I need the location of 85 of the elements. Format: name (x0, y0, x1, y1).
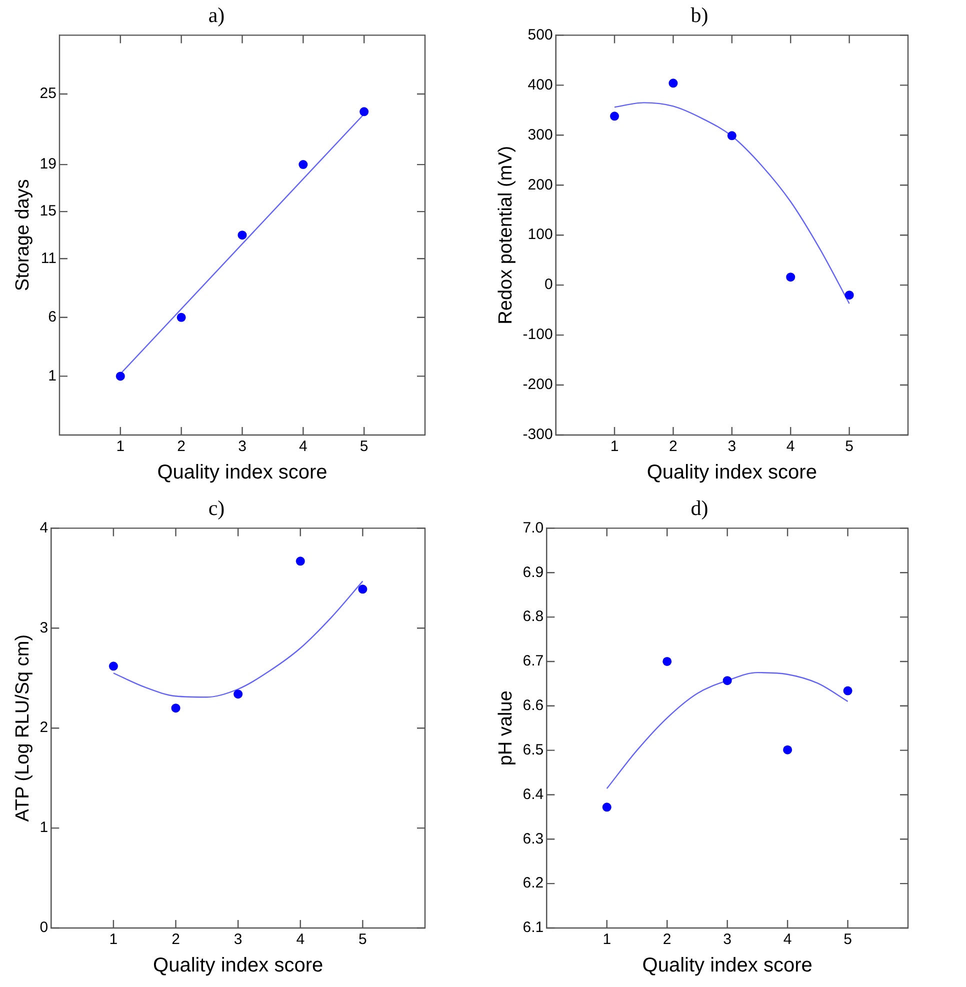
y-tick-label: 6.3 (522, 830, 544, 848)
y-tick-label: 4 (40, 519, 48, 536)
point (176, 312, 186, 322)
x-tick-label: 4 (296, 931, 305, 948)
x-tick-label: 5 (844, 931, 852, 948)
line-series (614, 102, 850, 304)
y-tick-label: 7.0 (522, 519, 544, 536)
y-tick-label: 6.9 (522, 564, 544, 581)
y-tick-label: 3 (40, 619, 48, 636)
y-tick-label: 6.5 (522, 741, 544, 758)
y-tick-label: 100 (528, 226, 553, 244)
x-tick-label: 2 (669, 438, 678, 456)
y-tick-label: 6.7 (522, 652, 544, 670)
point (722, 676, 732, 686)
chart-title: c) (208, 496, 225, 520)
y-tick-label: 400 (528, 76, 553, 94)
x-tick-label: 2 (662, 931, 672, 948)
chart-title: b) (690, 3, 708, 28)
y-tick-label: -100 (522, 326, 553, 344)
x-tick-label: 5 (845, 438, 854, 456)
point (298, 160, 308, 170)
x-tick-label: 3 (234, 931, 242, 948)
y-tick-label: -300 (522, 426, 553, 444)
y-tick-label: 1 (48, 367, 56, 384)
point (610, 112, 620, 121)
x-tick-label: 3 (728, 438, 736, 456)
point (234, 690, 243, 699)
line-series (606, 672, 848, 790)
x-tick-label: 1 (109, 931, 118, 948)
y-tick-label: 6.8 (522, 608, 544, 626)
y-tick-label: 15 (40, 202, 56, 220)
x-tick-label: 5 (360, 438, 368, 456)
point (843, 686, 852, 696)
point (171, 704, 180, 713)
point (727, 131, 736, 140)
y-tick-label: 25 (40, 85, 56, 102)
line-series (112, 580, 364, 698)
y-tick-label: 6 (48, 308, 56, 326)
point (360, 107, 369, 116)
point (844, 290, 854, 300)
x-axis-title: Quality index score (646, 462, 817, 484)
x-tick-label: 1 (610, 438, 619, 456)
y-tick-label: 0 (40, 919, 48, 936)
y-tick-label: 19 (40, 156, 56, 173)
x-tick-label: 5 (358, 931, 367, 948)
x-axis-title: Quality index score (642, 954, 812, 977)
point (602, 802, 612, 812)
point (668, 78, 678, 88)
y-tick-label: 200 (528, 176, 553, 194)
y-tick-label: 500 (528, 26, 553, 44)
x-tick-label: 1 (116, 438, 125, 456)
point (786, 272, 796, 282)
y-tick-label: 2 (40, 719, 48, 736)
point (296, 556, 305, 566)
point (238, 230, 247, 240)
y-tick-label: 0 (544, 276, 553, 294)
x-tick-label: 4 (783, 931, 792, 948)
y-axis-title: ATP (Log RLU/Sq cm) (12, 634, 34, 822)
x-tick-label: 3 (723, 931, 732, 948)
point (662, 656, 672, 666)
point (783, 745, 792, 754)
x-tick-label: 1 (602, 931, 612, 948)
x-tick-label: 2 (172, 931, 180, 948)
y-tick-label: 6.6 (522, 697, 544, 714)
y-tick-label: 11 (40, 250, 56, 267)
chart-title: a) (208, 3, 225, 28)
x-tick-label: 2 (177, 438, 186, 456)
y-tick-label: 1 (40, 819, 48, 836)
y-axis-title: pH value (496, 690, 517, 766)
y-tick-label: 300 (528, 126, 553, 144)
y-tick-label: -200 (522, 376, 553, 394)
point (358, 584, 368, 594)
x-tick-label: 4 (786, 438, 795, 456)
point (116, 372, 125, 381)
y-tick-label: 6.2 (522, 874, 544, 892)
x-axis-title: Quality index score (153, 954, 324, 977)
x-tick-label: 4 (298, 438, 308, 456)
x-tick-label: 3 (238, 438, 246, 456)
x-axis-title: Quality index score (157, 462, 328, 484)
point (108, 662, 118, 671)
y-axis-title: Redox potential (mV) (496, 146, 517, 324)
y-tick-label: 6.1 (522, 919, 544, 936)
y-tick-label: 6.4 (522, 786, 544, 803)
chart-title: d) (690, 496, 708, 520)
y-axis-title: Storage days (12, 179, 34, 292)
